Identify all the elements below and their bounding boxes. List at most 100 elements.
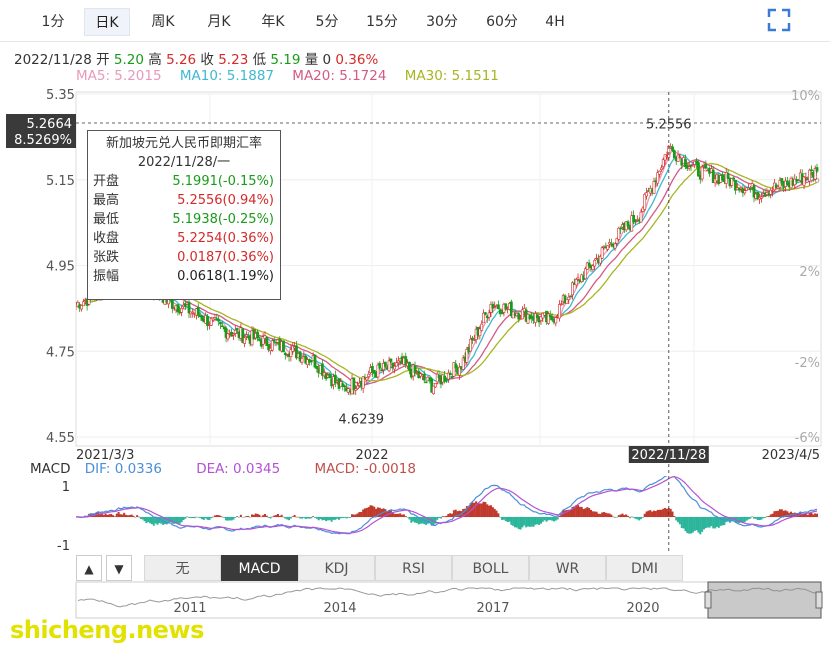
macd-bar bbox=[641, 517, 644, 518]
macd-bar bbox=[554, 517, 557, 521]
macd-bar bbox=[588, 508, 591, 517]
macd-bar bbox=[210, 517, 213, 519]
indicator-tab-6[interactable]: DMI bbox=[606, 555, 683, 581]
macd-bar bbox=[204, 517, 207, 519]
macd-bar bbox=[678, 517, 681, 525]
macd-bar bbox=[89, 513, 92, 517]
ma5-label: MA5: 5.2015 bbox=[76, 68, 162, 84]
candle-body bbox=[815, 167, 819, 172]
macd-bar bbox=[351, 514, 354, 517]
macd-bar bbox=[595, 511, 598, 517]
macd-bar bbox=[669, 508, 672, 517]
candle-body bbox=[424, 381, 428, 384]
indicator-tab-1[interactable]: MACD bbox=[221, 555, 298, 581]
macd-bar bbox=[543, 517, 546, 521]
macd-bar bbox=[414, 517, 417, 523]
macd-bar bbox=[149, 517, 152, 524]
candle-body bbox=[684, 159, 687, 168]
indicator-tab-4[interactable]: BOLL bbox=[452, 555, 529, 581]
dea-label: DEA: 0.0345 bbox=[196, 461, 281, 477]
macd-bar bbox=[104, 513, 107, 517]
macd-bar bbox=[156, 517, 159, 525]
range-navigator[interactable]: 2011 2014 2017 2020 bbox=[0, 580, 830, 620]
candle-body bbox=[591, 265, 595, 270]
macd-bar bbox=[677, 517, 680, 523]
tab-6[interactable]: 15分 bbox=[366, 14, 398, 30]
tab-0[interactable]: 1分 bbox=[41, 14, 65, 30]
macd-bar bbox=[436, 517, 439, 520]
ma30-label: MA30: 5.1511 bbox=[404, 68, 499, 84]
indicator-tab-2[interactable]: KDJ bbox=[298, 555, 375, 581]
navigator-left-handle[interactable] bbox=[704, 591, 712, 609]
macd-bar bbox=[199, 517, 202, 519]
indicator-tab-5[interactable]: WR bbox=[529, 555, 606, 581]
macd-bar bbox=[621, 513, 624, 517]
macd-bar bbox=[567, 509, 570, 517]
macd-bar bbox=[110, 514, 113, 517]
tab-5[interactable]: 5分 bbox=[315, 14, 339, 30]
macd-bar bbox=[419, 517, 422, 524]
macd-bar bbox=[508, 517, 511, 522]
macd-bar bbox=[532, 517, 535, 527]
macd-title: MACD bbox=[30, 461, 71, 477]
tab-4[interactable]: 年K bbox=[261, 14, 285, 30]
macd-bar bbox=[452, 510, 455, 517]
candle-body bbox=[256, 331, 259, 339]
scroll-up-icon[interactable]: ▲ bbox=[76, 555, 102, 581]
macd-bar bbox=[782, 510, 785, 517]
change-value: 0.36% bbox=[335, 52, 379, 68]
macd-bar bbox=[456, 511, 459, 517]
candle-body bbox=[430, 378, 434, 393]
tooltip-row-value: 5.2254(0.36%) bbox=[177, 231, 274, 246]
indicator-tab-0[interactable]: 无 bbox=[144, 555, 221, 581]
crosshair-pct: 8.5269% bbox=[14, 133, 72, 148]
tab-2[interactable]: 周K bbox=[151, 14, 175, 30]
macd-bar bbox=[319, 517, 322, 519]
macd-bar bbox=[486, 504, 489, 517]
macd-bar bbox=[478, 503, 481, 517]
macd-bar bbox=[384, 509, 387, 517]
macd-bar bbox=[549, 517, 552, 521]
tab-1[interactable]: 日K bbox=[84, 8, 130, 36]
macd-bar bbox=[493, 508, 496, 517]
tab-8[interactable]: 60分 bbox=[486, 14, 518, 30]
candle-body bbox=[465, 348, 469, 363]
macd-bar bbox=[278, 515, 281, 517]
macd-bar bbox=[325, 517, 328, 522]
candle-body bbox=[593, 260, 597, 267]
navigator-selection[interactable] bbox=[707, 581, 822, 619]
candle-body bbox=[726, 173, 730, 179]
candle-body bbox=[539, 316, 543, 321]
tab-7[interactable]: 30分 bbox=[426, 14, 458, 30]
macd-bar bbox=[262, 515, 265, 517]
scroll-down-icon[interactable]: ▼ bbox=[106, 555, 132, 581]
macd-bar bbox=[660, 509, 663, 517]
navigator-right-handle[interactable] bbox=[815, 591, 823, 609]
candle-body bbox=[810, 169, 813, 171]
macd-bar bbox=[780, 509, 783, 517]
macd-bar bbox=[439, 517, 442, 519]
candle-body bbox=[500, 311, 504, 315]
candle-body bbox=[576, 277, 580, 280]
y-tick-label: 4.55 bbox=[46, 431, 75, 446]
candle-body bbox=[213, 317, 217, 320]
macd-bar bbox=[617, 515, 620, 517]
candle-body bbox=[487, 312, 491, 318]
tab-9[interactable]: 4H bbox=[545, 14, 565, 30]
macd-bar bbox=[515, 517, 518, 528]
fullscreen-icon[interactable] bbox=[767, 8, 791, 32]
macd-bar bbox=[165, 517, 168, 525]
candle-body bbox=[600, 247, 604, 259]
macd-bar bbox=[662, 508, 665, 517]
macd-bar bbox=[806, 514, 809, 517]
candlestick-chart[interactable]: 5.355.154.954.754.55 10%6%2%-2%-6% 5.255… bbox=[0, 82, 830, 552]
candle-body bbox=[730, 178, 734, 186]
indicator-tab-3[interactable]: RSI bbox=[375, 555, 452, 581]
candle-body bbox=[370, 366, 374, 373]
tab-3[interactable]: 月K bbox=[207, 14, 231, 30]
macd-bar bbox=[599, 513, 602, 517]
candle-body bbox=[554, 317, 558, 324]
macd-legend: MACD DIF: 0.0336 DEA: 0.0345 MACD: -0.00… bbox=[30, 461, 416, 477]
candle-body bbox=[569, 295, 573, 298]
macd-bar bbox=[680, 517, 683, 529]
